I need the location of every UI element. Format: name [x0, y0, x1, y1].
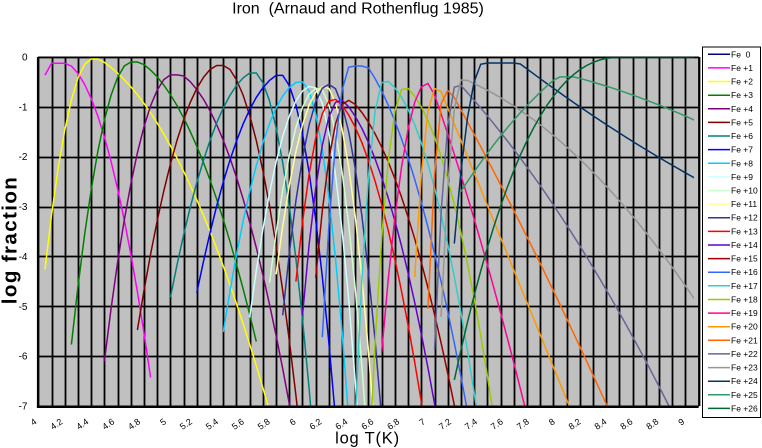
svg-text:Fe +16: Fe +16: [731, 267, 758, 277]
svg-text:Fe +23: Fe +23: [731, 363, 758, 373]
svg-text:5: 5: [158, 416, 168, 427]
svg-text:Fe +12: Fe +12: [731, 213, 758, 223]
svg-text:Fe +17: Fe +17: [731, 281, 758, 291]
svg-text:Fe +6: Fe +6: [731, 131, 753, 141]
svg-text:0: 0: [22, 53, 28, 64]
svg-text:-6: -6: [19, 352, 28, 363]
svg-text:Fe 0: Fe 0: [731, 49, 751, 59]
svg-text:Fe +20: Fe +20: [731, 322, 758, 332]
svg-text:-2: -2: [19, 152, 28, 163]
svg-text:log T(K): log T(K): [335, 430, 400, 448]
svg-text:Fe +15: Fe +15: [731, 254, 758, 264]
svg-text:Fe +1: Fe +1: [731, 63, 753, 73]
svg-text:Fe +3: Fe +3: [731, 90, 753, 100]
svg-text:-5: -5: [19, 302, 28, 313]
svg-text:Iron (Arnaud and Rothenflug 1: Iron (Arnaud and Rothenflug 1985): [232, 1, 484, 18]
svg-text:-3: -3: [19, 202, 28, 213]
svg-text:Fe +24: Fe +24: [731, 376, 758, 386]
svg-text:Fe +22: Fe +22: [731, 349, 758, 359]
svg-text:7: 7: [417, 416, 427, 427]
svg-text:4: 4: [29, 416, 39, 427]
svg-text:Fe +10: Fe +10: [731, 186, 758, 196]
svg-text:Fe +7: Fe +7: [731, 145, 753, 155]
svg-text:log fraction: log fraction: [0, 176, 22, 304]
svg-text:Fe +13: Fe +13: [731, 226, 758, 236]
svg-text:-7: -7: [19, 402, 28, 413]
svg-text:Fe +21: Fe +21: [731, 335, 758, 345]
svg-text:Fe +25: Fe +25: [731, 390, 758, 400]
svg-text:Fe +2: Fe +2: [731, 77, 753, 87]
svg-text:Fe +14: Fe +14: [731, 240, 758, 250]
svg-text:8: 8: [547, 416, 557, 427]
svg-text:-1: -1: [19, 102, 28, 113]
svg-text:Fe +11: Fe +11: [731, 199, 757, 209]
svg-text:Fe +26: Fe +26: [731, 403, 758, 413]
svg-text:Fe +9: Fe +9: [731, 172, 753, 182]
svg-text:9: 9: [676, 416, 686, 427]
svg-text:6: 6: [288, 416, 298, 427]
svg-text:Fe +19: Fe +19: [731, 308, 758, 318]
svg-text:Fe +5: Fe +5: [731, 117, 753, 127]
svg-text:Fe +8: Fe +8: [731, 158, 753, 168]
svg-text:Fe +4: Fe +4: [731, 104, 753, 114]
svg-text:-4: -4: [19, 252, 28, 263]
svg-text:Fe +18: Fe +18: [731, 295, 758, 305]
